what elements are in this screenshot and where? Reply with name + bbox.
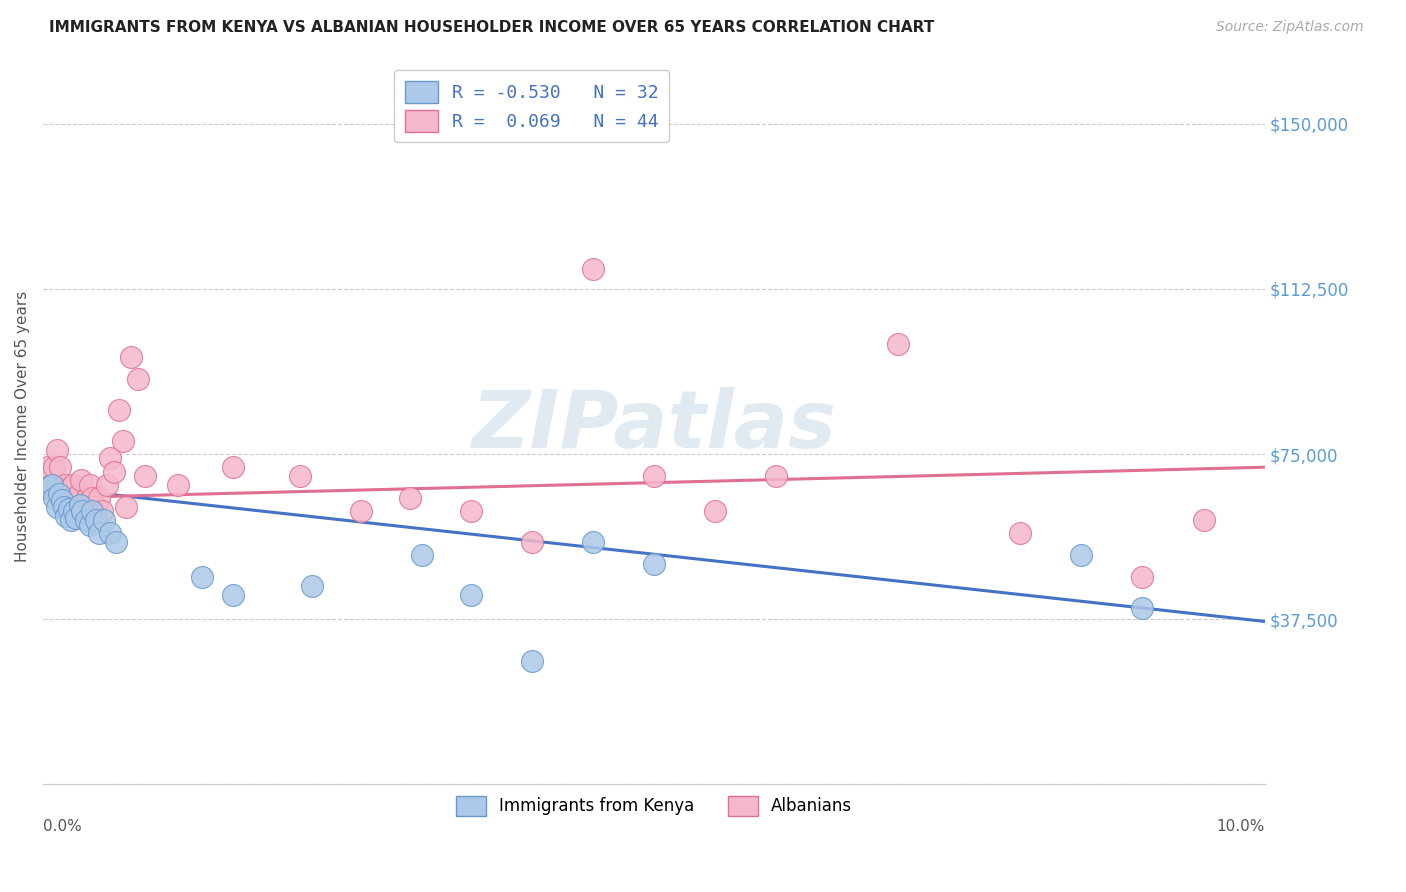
Point [765,469,787,483]
Point [105,535,128,549]
Point [120,350,142,364]
Y-axis label: Householder Income Over 65 years: Householder Income Over 65 years [15,291,30,562]
Point [79,478,101,492]
Point [41,478,63,492]
Point [582,262,605,277]
Point [301,579,323,593]
Point [127,372,149,386]
Point [166,478,188,492]
Text: Source: ZipAtlas.com: Source: ZipAtlas.com [1216,20,1364,34]
Point [350,504,373,518]
Point [52,482,75,496]
Point [887,337,910,351]
Point [75,513,97,527]
Point [398,491,420,505]
Point [69,498,91,512]
Point [221,588,243,602]
Point [90,504,112,518]
Point [1132,601,1154,615]
Point [37,460,59,475]
Point [45,442,67,457]
Text: 0.0%: 0.0% [44,819,82,834]
Point [41,478,63,492]
Point [460,588,482,602]
Point [111,434,134,448]
Point [1192,513,1215,527]
Point [62,478,84,492]
Point [134,469,156,483]
Point [582,535,605,549]
Point [45,500,67,514]
Point [48,486,70,500]
Point [72,500,94,514]
Point [55,508,77,523]
Point [98,526,121,541]
Legend: Immigrants from Kenya, Albanians: Immigrants from Kenya, Albanians [449,789,859,822]
Point [80,504,103,518]
Point [44,491,66,505]
Point [93,513,115,527]
Point [67,486,90,500]
Point [49,460,72,475]
Point [1132,570,1154,584]
Point [89,526,111,541]
Point [115,500,138,514]
Point [411,549,433,563]
Point [520,535,543,549]
Point [37,480,59,494]
Point [460,504,482,518]
Point [643,469,665,483]
Point [52,500,75,514]
Point [60,513,83,527]
Point [59,491,82,505]
Point [1010,526,1032,541]
Point [65,500,87,514]
Point [62,504,84,518]
Point [80,491,103,505]
Point [704,504,727,518]
Point [288,469,311,483]
Point [96,478,118,492]
Point [1070,549,1092,563]
Point [103,465,125,479]
Point [98,451,121,466]
Point [76,491,98,505]
Point [72,504,94,518]
Point [221,460,243,475]
Point [56,482,79,496]
Point [191,570,214,584]
Point [70,474,93,488]
Point [520,654,543,668]
Point [108,403,131,417]
Point [58,502,80,516]
Point [79,517,101,532]
Point [53,478,76,492]
Point [51,493,73,508]
Text: ZIPatlas: ZIPatlas [471,387,837,466]
Text: 10.0%: 10.0% [1216,819,1264,834]
Point [643,557,665,571]
Point [89,491,111,505]
Text: IMMIGRANTS FROM KENYA VS ALBANIAN HOUSEHOLDER INCOME OVER 65 YEARS CORRELATION C: IMMIGRANTS FROM KENYA VS ALBANIAN HOUSEH… [49,20,935,35]
Point [65,511,87,525]
Point [44,460,66,475]
Point [84,513,107,527]
Point [84,500,107,514]
